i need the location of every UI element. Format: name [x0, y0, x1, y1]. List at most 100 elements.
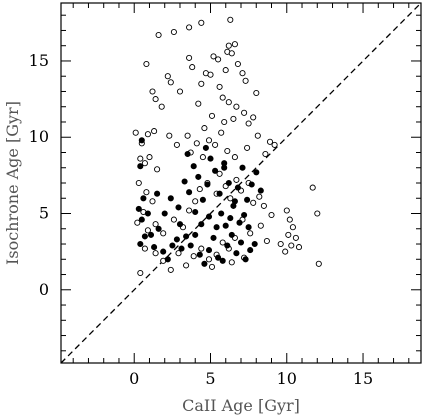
filled-point-41: [207, 155, 214, 162]
filled-point-5: [138, 216, 145, 223]
open-point-116: [277, 240, 284, 248]
open-point-37: [208, 112, 216, 119]
y-tick-label: 5: [39, 204, 49, 223]
open-point-28: [225, 99, 232, 106]
open-point-31: [245, 120, 252, 127]
open-point-94: [219, 239, 226, 246]
filled-point-20: [201, 260, 208, 267]
open-point-13: [189, 64, 196, 71]
filled-point-60: [218, 210, 225, 217]
filled-point-40: [204, 181, 211, 188]
filled-point-0: [138, 137, 145, 144]
open-point-29: [233, 103, 240, 110]
filled-point-27: [233, 250, 240, 257]
x-tick-label: 5: [205, 369, 215, 388]
open-point-54: [205, 137, 213, 144]
open-point-46: [146, 154, 153, 161]
open-point-26: [234, 60, 241, 68]
open-point-10: [167, 79, 174, 86]
open-point-111: [292, 234, 299, 241]
filled-point-30: [247, 247, 254, 254]
filled-point-29: [242, 256, 249, 263]
filled-point-59: [213, 224, 220, 231]
open-point-19: [216, 83, 223, 90]
axis-ticks: [61, 3, 421, 363]
open-point-106: [283, 207, 290, 214]
x-tick-label: 15: [353, 369, 373, 388]
open-point-55: [212, 141, 219, 148]
filled-point-54: [202, 144, 209, 151]
plot-frame: [60, 2, 422, 364]
open-point-8: [158, 103, 165, 110]
open-point-2: [186, 24, 193, 31]
open-point-58: [231, 154, 238, 161]
open-point-68: [134, 219, 141, 226]
y-axis-label: Isochrone Age [Gyr]: [3, 101, 22, 265]
open-point-109: [285, 231, 292, 238]
open-point-25: [231, 41, 238, 48]
open-point-97: [198, 245, 205, 252]
filled-point-33: [167, 195, 174, 202]
x-tick-label: 10: [277, 369, 297, 388]
open-point-110: [288, 242, 295, 249]
filled-point-25: [224, 242, 231, 249]
open-point-76: [196, 186, 203, 193]
open-point-121: [263, 237, 270, 245]
open-point-3: [198, 19, 205, 26]
filled-point-1: [137, 163, 144, 170]
open-point-63: [266, 138, 274, 145]
filled-point-7: [137, 240, 144, 248]
filled-point-21: [205, 247, 213, 254]
open-point-50: [184, 132, 191, 139]
filled-point-65: [241, 211, 248, 219]
open-point-69: [144, 227, 151, 234]
filled-point-26: [228, 231, 235, 238]
open-point-39: [230, 115, 237, 122]
open-point-89: [257, 222, 264, 229]
open-point-35: [215, 56, 222, 63]
open-point-98: [190, 253, 197, 260]
filled-point-15: [178, 245, 185, 252]
open-point-107: [286, 216, 293, 223]
filled-point-32: [161, 210, 168, 217]
x-tick-label: 0: [129, 369, 139, 388]
open-point-75: [192, 198, 199, 205]
filled-point-14: [173, 236, 180, 243]
filled-point-56: [192, 208, 199, 216]
filled-point-11: [160, 248, 167, 255]
filled-point-10: [155, 225, 162, 232]
open-point-105: [141, 245, 148, 252]
open-point-4: [227, 16, 234, 23]
filled-point-18: [192, 231, 199, 238]
filled-point-17: [187, 242, 194, 249]
filled-point-52: [257, 187, 264, 194]
open-point-61: [262, 150, 269, 158]
open-point-48: [166, 132, 173, 139]
open-point-52: [193, 140, 200, 147]
filled-point-37: [190, 163, 197, 170]
filled-point-55: [221, 164, 228, 171]
open-point-6: [149, 88, 156, 95]
y-tick-label: 10: [29, 127, 49, 146]
open-point-17: [207, 71, 214, 78]
open-point-33: [253, 89, 260, 97]
open-point-1: [170, 28, 177, 36]
filled-point-34: [175, 204, 182, 211]
open-point-112: [295, 244, 303, 251]
filled-point-43: [216, 190, 223, 197]
tick-labels: 0 5 10 15 0 5 10 15: [29, 51, 374, 388]
filled-point-49: [244, 196, 251, 203]
open-point-71: [160, 230, 167, 237]
open-point-104: [137, 269, 144, 277]
open-point-70: [152, 221, 159, 228]
open-point-30: [241, 109, 248, 116]
open-point-81: [227, 195, 234, 202]
open-point-42: [144, 131, 151, 138]
open-point-90: [247, 230, 254, 237]
open-point-115: [315, 260, 322, 267]
filled-point-31: [251, 240, 258, 248]
filled-point-45: [225, 179, 232, 187]
open-point-119: [228, 259, 235, 266]
filled-point-16: [183, 233, 190, 240]
open-point-79: [216, 170, 223, 177]
